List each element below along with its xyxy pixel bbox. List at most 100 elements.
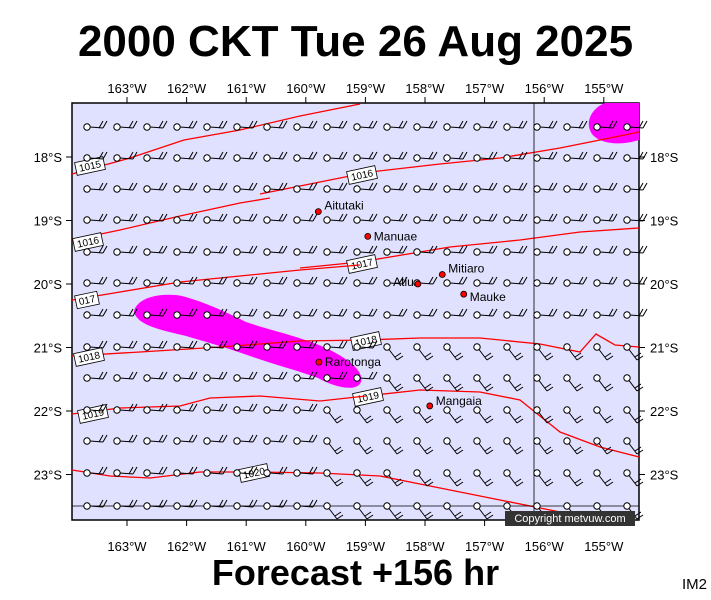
wind-barb [173, 466, 198, 477]
wind-barb [473, 502, 494, 520]
wind-barb [353, 437, 374, 455]
wind-barb [203, 213, 228, 224]
wind-barb [413, 245, 438, 256]
wind-barb [203, 120, 228, 131]
wind-barb [593, 308, 618, 319]
lat-label-right: 22°S [650, 404, 679, 419]
wind-barb [623, 374, 644, 392]
wind-barb [323, 151, 348, 162]
wind-barb [623, 437, 644, 455]
isobar-label: 1020 [242, 466, 266, 481]
wind-barb [413, 469, 434, 487]
wind-barb [623, 120, 648, 131]
isobar-label: 1017 [350, 257, 374, 272]
wind-barb [143, 120, 168, 131]
wind-barb [503, 374, 524, 392]
wind-barb [173, 340, 198, 351]
credit-background [505, 511, 635, 526]
wind-barb [503, 120, 528, 131]
wind-barb [503, 437, 524, 455]
wind-barb [563, 437, 584, 455]
wind-barb [113, 340, 138, 351]
wind-barb [143, 245, 168, 256]
wind-barb [293, 371, 318, 382]
wind-barb [323, 245, 348, 256]
wind-barb [443, 182, 468, 193]
wind-barb [233, 308, 258, 319]
wind-barb [353, 406, 374, 424]
wind-barb [233, 371, 258, 382]
wind-barb [443, 502, 464, 520]
wind-barb [443, 343, 464, 361]
wind-barb [113, 499, 138, 510]
wind-barb [503, 213, 528, 224]
wind-barb [353, 502, 374, 520]
place-markers: Aitutaki Manuae Mitiaro Atiu Mauke Rarotonga M… [314, 199, 506, 410]
wind-barb [443, 213, 468, 224]
wind-barb [203, 403, 228, 414]
wind-barb [233, 151, 258, 162]
wind-barb [83, 371, 108, 382]
wind-barb [203, 499, 228, 510]
wind-barb [113, 213, 138, 224]
wind-barb [563, 245, 588, 256]
wind-barb [443, 276, 468, 287]
lon-label-bottom: 161°W [227, 539, 267, 554]
wind-barb [263, 499, 288, 510]
wind-barb [533, 182, 558, 193]
wind-barb [443, 374, 464, 392]
lon-label-bottom: 159°W [346, 539, 386, 554]
place-dot [315, 358, 323, 366]
wind-barb [203, 466, 228, 477]
wind-barb [293, 403, 318, 414]
wind-barb [293, 340, 318, 351]
wind-barb [233, 120, 258, 131]
wind-barb [413, 406, 434, 424]
wind-barb [383, 276, 408, 287]
wind-barb [113, 276, 138, 287]
wind-barb [533, 308, 558, 319]
wind-barb [623, 245, 648, 256]
wind-barb [323, 371, 348, 382]
wind-barb [233, 403, 258, 414]
wind-barb [113, 151, 138, 162]
wind-barb [593, 469, 614, 487]
wind-barb [473, 213, 498, 224]
wind-barb [353, 371, 378, 382]
wind-barb [143, 434, 168, 445]
lon-label-top: 158°W [405, 81, 445, 96]
lon-label-bottom: 160°W [286, 539, 326, 554]
wind-barb [563, 213, 588, 224]
isobar-line [365, 333, 640, 353]
wind-barb [473, 406, 494, 424]
wind-barb [563, 343, 584, 361]
wind-barb [593, 245, 618, 256]
wind-barb [533, 469, 554, 487]
wind-barb [593, 437, 614, 455]
wind-barb [173, 276, 198, 287]
isobar-label: 1016 [350, 168, 374, 183]
wind-barb [293, 182, 318, 193]
wind-barb [173, 434, 198, 445]
wind-barb [533, 343, 554, 361]
lon-label-top: 155°W [584, 81, 624, 96]
wind-barb [473, 374, 494, 392]
lon-label-bottom: 155°W [584, 539, 624, 554]
place-label: Mauke [470, 290, 506, 304]
wind-barb [413, 437, 434, 455]
wind-barb [383, 502, 404, 520]
wind-barb [593, 213, 618, 224]
wind-barb [473, 245, 498, 256]
wind-barb [263, 213, 288, 224]
wind-barb [563, 151, 588, 162]
wind-barb [533, 245, 558, 256]
wind-barb [503, 406, 524, 424]
wind-barb [383, 245, 408, 256]
wind-barb [383, 343, 404, 361]
lon-label-top: 159°W [346, 81, 386, 96]
credit-text: Copyright metvuw.com [514, 513, 625, 525]
place-dot [364, 232, 372, 240]
wind-barb [143, 276, 168, 287]
isobar-label-box [72, 232, 104, 252]
wind-barb [503, 469, 524, 487]
